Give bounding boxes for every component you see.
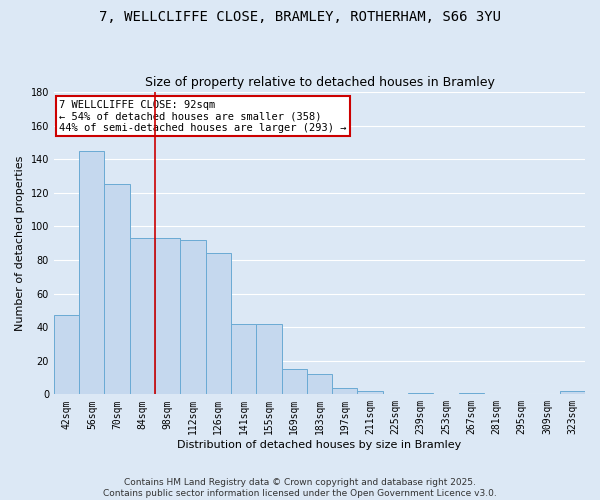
Bar	[104, 184, 130, 394]
Bar	[332, 388, 358, 394]
Bar	[79, 151, 104, 394]
Bar	[130, 238, 155, 394]
Text: 7 WELLCLIFFE CLOSE: 92sqm
← 54% of detached houses are smaller (358)
44% of semi: 7 WELLCLIFFE CLOSE: 92sqm ← 54% of detac…	[59, 100, 347, 133]
Bar	[358, 391, 383, 394]
Bar	[231, 324, 256, 394]
Bar	[206, 254, 231, 394]
Bar	[256, 324, 281, 394]
Bar	[307, 374, 332, 394]
X-axis label: Distribution of detached houses by size in Bramley: Distribution of detached houses by size …	[178, 440, 461, 450]
Text: Contains HM Land Registry data © Crown copyright and database right 2025.
Contai: Contains HM Land Registry data © Crown c…	[103, 478, 497, 498]
Bar	[560, 391, 585, 394]
Title: Size of property relative to detached houses in Bramley: Size of property relative to detached ho…	[145, 76, 494, 90]
Bar	[181, 240, 206, 394]
Bar	[408, 392, 433, 394]
Bar	[281, 369, 307, 394]
Y-axis label: Number of detached properties: Number of detached properties	[15, 156, 25, 331]
Bar	[458, 392, 484, 394]
Text: 7, WELLCLIFFE CLOSE, BRAMLEY, ROTHERHAM, S66 3YU: 7, WELLCLIFFE CLOSE, BRAMLEY, ROTHERHAM,…	[99, 10, 501, 24]
Bar	[54, 316, 79, 394]
Bar	[155, 238, 181, 394]
